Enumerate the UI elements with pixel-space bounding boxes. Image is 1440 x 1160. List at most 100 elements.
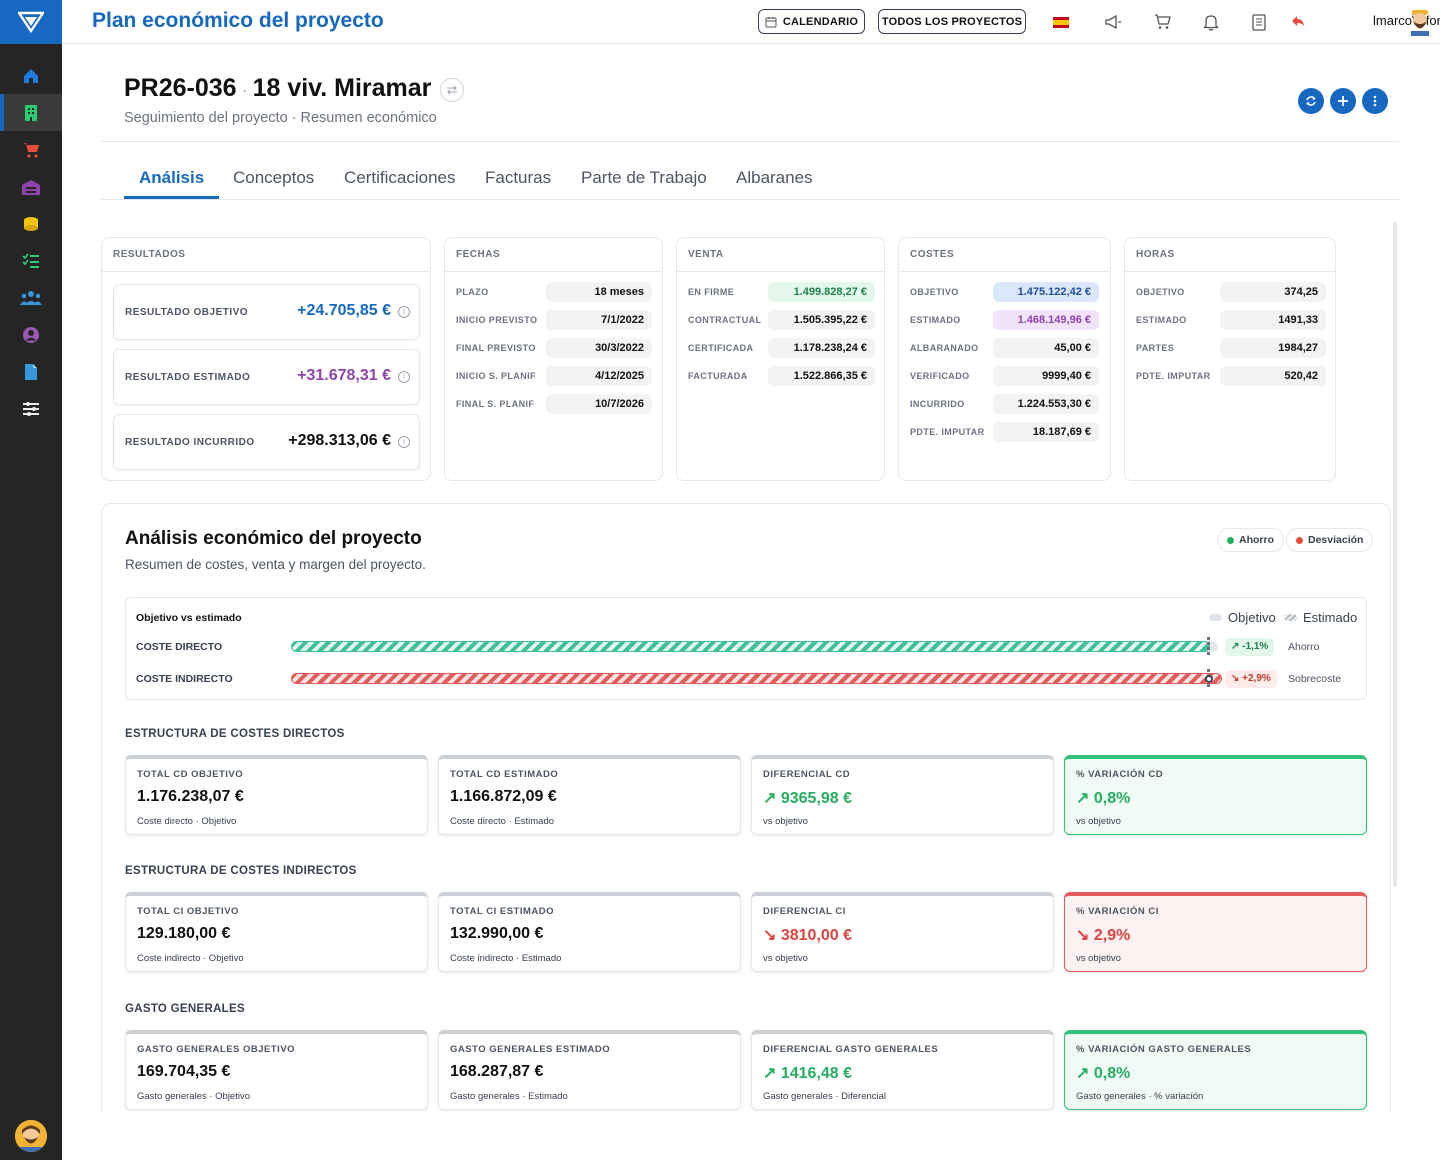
stat-label: DIFERENCIAL CI <box>763 906 846 917</box>
reports-button[interactable] <box>1249 12 1269 32</box>
spain-flag-icon <box>1053 16 1069 28</box>
tab-parte-de-trabajo[interactable]: Parte de Trabajo <box>581 168 707 187</box>
sales-row-label: CONTRACTUAL <box>688 315 762 325</box>
sidebar-item-finance[interactable] <box>0 205 62 242</box>
sidebar-item-projects[interactable] <box>0 94 62 131</box>
stat-card: TOTAL CI ESTIMADO 132.990,00 € Coste indir… <box>438 892 741 972</box>
language-selector[interactable] <box>1051 12 1071 32</box>
active-tab-indicator <box>124 196 219 199</box>
stat-value: 1.166.872,09 € <box>450 788 557 805</box>
direct-cost-variation-chip: ↗ -1,1% <box>1225 638 1275 656</box>
tab-analisis[interactable]: Análisis <box>139 168 205 187</box>
hours-row: PARTES 1984,27 <box>1136 338 1336 358</box>
stat-note: vs objetivo <box>763 953 808 964</box>
date-row-value: 4/12/2025 <box>546 366 652 386</box>
stat-note: Gasto generales · Objetivo <box>137 1091 251 1102</box>
result-estimated: RESULTADO ESTIMADO +31.678,31 € i <box>113 349 420 405</box>
objective-marker-dot <box>1205 675 1213 683</box>
sidebar-item-settings[interactable] <box>0 390 62 427</box>
user-avatar-icon <box>15 1120 47 1152</box>
sidebar-item-warehouse[interactable] <box>0 168 62 205</box>
date-row: FINAL S. PLANIF 10/7/2026 <box>456 394 661 414</box>
sidebar-item-documents[interactable] <box>0 353 62 390</box>
stat-card: % VARIACIÓN CD ↗ 0,8% vs objetivo <box>1064 755 1367 835</box>
stat-note: vs objetivo <box>1076 953 1121 964</box>
kebab-menu-icon <box>1373 95 1377 107</box>
green-dot-icon <box>1227 536 1234 544</box>
logout-button[interactable] <box>1290 13 1306 29</box>
indirect-cost-variation-note: Sobrecoste <box>1288 673 1342 685</box>
refresh-button[interactable] <box>1298 88 1324 114</box>
add-button[interactable] <box>1330 88 1356 114</box>
profile-icon <box>23 326 39 343</box>
report-document-icon <box>1252 13 1266 31</box>
costs-row-value: 18.187,69 € <box>993 422 1099 442</box>
calendar-button-label: CALENDARIO <box>782 15 859 28</box>
tab-albaranes[interactable]: Albaranes <box>736 168 813 187</box>
tab-certificaciones[interactable]: Certificaciones <box>344 168 456 187</box>
sales-row: EN FIRME 1.499.828,27 € <box>688 282 884 302</box>
cart-button[interactable] <box>1153 12 1173 32</box>
costs-row-label: ESTIMADO <box>910 315 961 325</box>
costs-row-value: 1.224.553,30 € <box>993 394 1099 414</box>
indirect-cost-bar-fill <box>291 673 1222 684</box>
stat-card: TOTAL CI OBJETIVO 129.180,00 € Coste indir… <box>125 892 428 972</box>
tab-facturas[interactable]: Facturas <box>485 168 552 187</box>
costs-row: INCURRIDO 1.224.553,30 € <box>910 394 1110 414</box>
dates-card: FECHAS PLAZO 18 meses INICIO PREVISTO 7/1/… <box>444 237 663 481</box>
calendar-button[interactable]: CALENDARIO <box>758 9 865 34</box>
hours-card-header: HORAS <box>1125 238 1335 272</box>
sidebar-item-tasks[interactable] <box>0 242 62 279</box>
stat-label: TOTAL CD ESTIMADO <box>450 769 559 780</box>
document-icon <box>25 363 37 380</box>
date-row: PLAZO 18 meses <box>456 282 661 302</box>
scrollbar[interactable] <box>1393 222 1397 887</box>
announcements-button[interactable] <box>1103 12 1123 32</box>
stat-card: % VARIACIÓN CI ↘ 2,9% vs objetivo <box>1064 892 1367 972</box>
sales-row: CONTRACTUAL 1.505.395,22 € <box>688 310 884 330</box>
legend-objetivo: Objetivo <box>1209 610 1276 625</box>
tab-conceptos[interactable]: Conceptos <box>233 168 315 187</box>
info-icon[interactable]: i <box>398 306 410 318</box>
sales-row-value: 1.499.828,27 € <box>768 282 875 302</box>
app-logo[interactable] <box>0 0 62 44</box>
switch-project-button[interactable] <box>440 78 464 102</box>
sidebar-item-profile[interactable] <box>0 316 62 353</box>
sales-card-header: VENTA <box>677 238 884 272</box>
sidebar-avatar[interactable] <box>15 1120 47 1152</box>
sidebar-item-purchases[interactable] <box>0 131 62 168</box>
hours-row-label: OBJETIVO <box>1136 287 1185 297</box>
all-projects-button[interactable]: TODOS LOS PROYECTOS <box>878 9 1026 34</box>
stat-note: Coste indirecto · Objetivo <box>137 953 244 964</box>
result-incurred-label: RESULTADO INCURRIDO <box>125 437 255 448</box>
stat-value: ↗ 0,8% <box>1076 1065 1131 1082</box>
stat-card: DIFERENCIAL CD ↗ 9365,98 € vs objetivo <box>751 755 1054 835</box>
stat-label: TOTAL CI OBJETIVO <box>137 906 239 917</box>
stat-card: TOTAL CD OBJETIVO 1.176.238,07 € Coste dir… <box>125 755 428 835</box>
user-avatar[interactable] <box>1408 8 1432 36</box>
result-estimated-value: +31.678,31 € <box>297 367 391 384</box>
page-footer-space <box>62 1113 1440 1160</box>
dates-card-header: FECHAS <box>445 238 662 272</box>
stat-value: ↘ 3810,00 € <box>763 927 853 944</box>
shopping-cart-icon <box>1155 14 1171 29</box>
header-divider <box>101 141 1399 142</box>
comparison-row-label: COSTE INDIRECTO <box>136 673 233 685</box>
stat-value: 1.176.238,07 € <box>137 788 244 805</box>
costs-row: ESTIMADO 1.468.149,96 € <box>910 310 1110 330</box>
warehouse-icon <box>22 179 40 195</box>
costs-row: OBJETIVO 1.475.122,42 € <box>910 282 1110 302</box>
stat-label: GASTO GENERALES OBJETIVO <box>137 1044 296 1055</box>
notifications-button[interactable] <box>1201 12 1221 32</box>
stat-note: vs objetivo <box>763 816 808 827</box>
more-options-button[interactable] <box>1362 88 1388 114</box>
indirect-cost-variation-chip: ↘ +2,9% <box>1225 670 1277 688</box>
user-avatar-icon <box>1411 10 1429 36</box>
sidebar-item-team[interactable] <box>0 279 62 316</box>
sidebar-item-home[interactable] <box>0 57 62 94</box>
plus-icon <box>1338 96 1348 106</box>
results-card: RESULTADOS RESULTADO OBJETIVO +24.705,85… <box>101 237 431 481</box>
date-row-label: INICIO PREVISTO <box>456 315 538 325</box>
info-icon[interactable]: i <box>398 436 410 448</box>
info-icon[interactable]: i <box>398 371 410 383</box>
